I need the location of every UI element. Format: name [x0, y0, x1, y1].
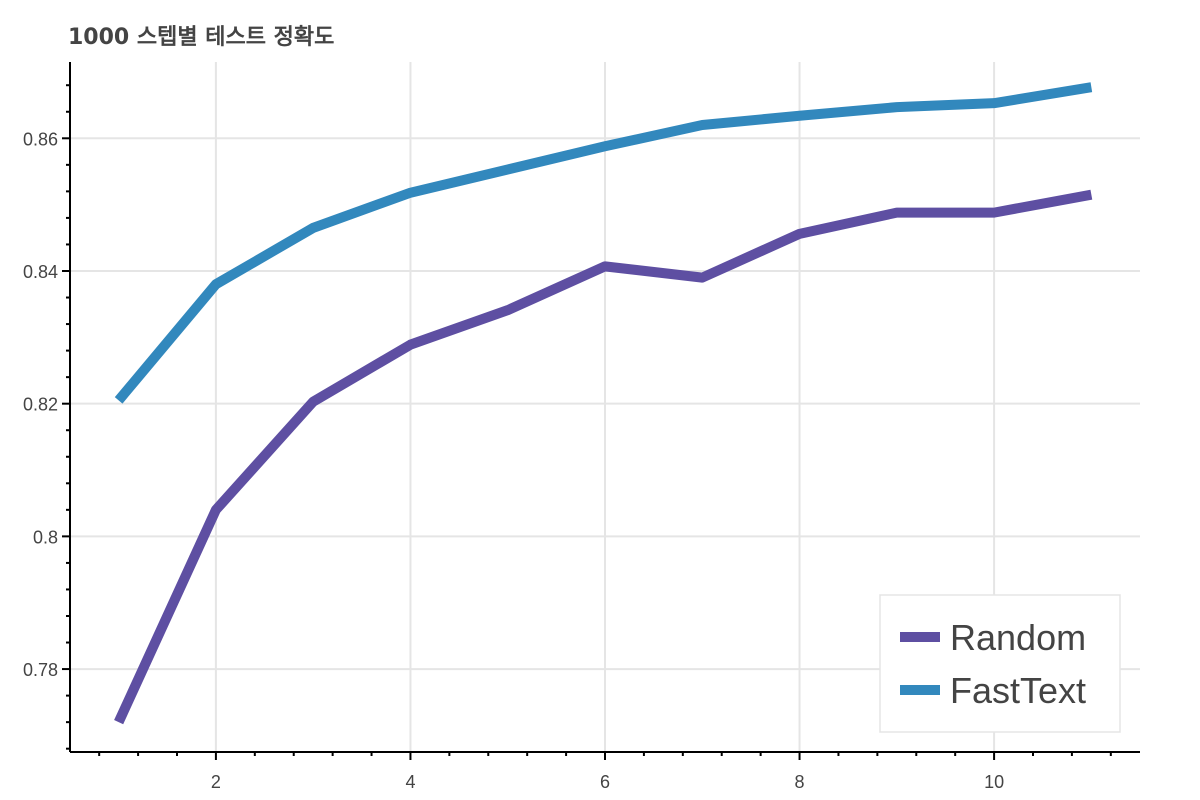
- chart-title: 1000 스텝별 테스트 정확도: [68, 25, 334, 50]
- series-line-fasttext: [114, 82, 1093, 404]
- y-tick-label: 0.84: [23, 262, 58, 282]
- series-lines: [114, 82, 1093, 725]
- axes: 2 4 6 8 10 0.78 0.8 0.82 0.84 0.86: [23, 62, 1140, 792]
- legend-box: [879, 594, 1121, 733]
- x-tick-label: 4: [405, 772, 415, 792]
- legend-label-fasttext: FastText: [950, 670, 1086, 711]
- x-tick-label: 8: [795, 772, 805, 792]
- y-tick-label: 0.82: [23, 395, 58, 415]
- x-tick-label: 10: [984, 772, 1004, 792]
- x-tick-label: 2: [211, 772, 221, 792]
- y-tick-label: 0.86: [23, 129, 58, 149]
- legend: Random FastText: [879, 594, 1121, 733]
- y-tick-label: 0.8: [33, 527, 58, 547]
- y-tick-label: 0.78: [23, 660, 58, 680]
- legend-label-random: Random: [950, 617, 1086, 658]
- series-line-random: [114, 189, 1093, 725]
- x-tick-label: 6: [600, 772, 610, 792]
